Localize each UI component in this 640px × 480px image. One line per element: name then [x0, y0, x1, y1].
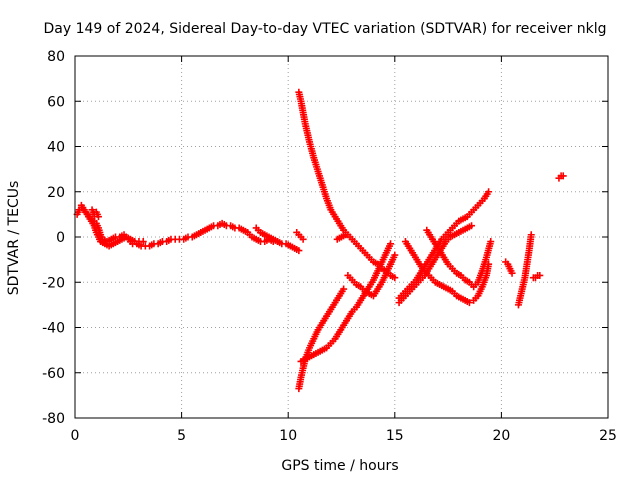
data-point: [391, 251, 399, 259]
x-tick-label: 15: [386, 428, 404, 444]
x-tick-label: 20: [492, 428, 510, 444]
data-point: [485, 260, 493, 268]
data-point: [485, 188, 493, 196]
x-axis-label: GPS time / hours: [281, 458, 398, 474]
data-point: [94, 213, 102, 221]
data-point: [299, 235, 307, 243]
data-point: [391, 274, 399, 282]
chart-title: Day 149 of 2024, Sidereal Day-to-day VTE…: [44, 21, 607, 37]
x-tick-label: 10: [279, 428, 297, 444]
y-axis: 80 60 40 20 0 -20 -40 -60 -80: [42, 49, 608, 427]
data-point: [387, 240, 395, 248]
data-point: [559, 172, 567, 180]
y-tick-label: 20: [47, 185, 65, 201]
data-point: [465, 299, 473, 307]
x-tick-label: 0: [71, 428, 80, 444]
data-point: [508, 269, 516, 277]
y-tick-label: 0: [56, 230, 65, 246]
data-point: [527, 231, 535, 239]
y-tick-label: 80: [47, 49, 65, 65]
y-axis-label: SDTVAR / TECUs: [6, 181, 22, 296]
y-tick-label: -20: [42, 275, 65, 291]
x-axis: 0 5 10 15 20 25: [71, 56, 617, 444]
data-point: [295, 247, 303, 255]
grid: [75, 56, 608, 418]
data-point: [340, 285, 348, 293]
data-points: [73, 88, 567, 393]
x-tick-label: 25: [599, 428, 617, 444]
y-tick-label: -60: [42, 366, 65, 382]
y-tick-label: -80: [42, 411, 65, 427]
data-point: [274, 238, 282, 246]
data-point: [468, 222, 476, 230]
y-tick-label: -40: [42, 321, 65, 337]
data-point: [342, 231, 350, 239]
data-point: [139, 238, 147, 246]
x-tick-label: 5: [177, 428, 186, 444]
data-point: [536, 271, 544, 279]
y-tick-label: 40: [47, 140, 65, 156]
y-tick-label: 60: [47, 94, 65, 110]
data-point: [487, 238, 495, 246]
